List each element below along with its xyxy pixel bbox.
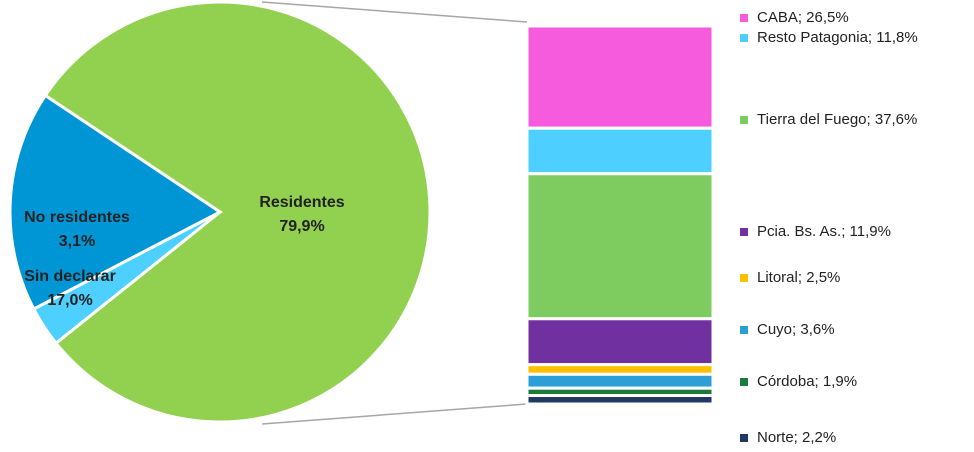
bar-segment	[525, 372, 715, 390]
legend-swatch	[740, 274, 748, 282]
slice-label: Sin declarar	[24, 268, 116, 285]
legend-swatch	[740, 326, 748, 334]
pie-slice	[8, 93, 223, 311]
slice-label: No residentes	[24, 209, 130, 226]
legend-label: Norte; 2,2%	[757, 429, 836, 446]
legend-swatch	[740, 434, 748, 442]
bar-segment	[525, 317, 715, 367]
legend-swatch	[740, 116, 748, 124]
legend-label: Litoral; 2,5%	[757, 269, 840, 286]
legend-swatch	[740, 14, 748, 22]
legend-label: Córdoba; 1,9%	[757, 373, 857, 390]
legend-label: CABA; 26,5%	[757, 9, 849, 26]
bar-segment	[525, 126, 715, 176]
legend-swatch	[740, 228, 748, 236]
slice-value: 17,0%	[47, 292, 92, 309]
bar-segment	[525, 172, 715, 321]
slice-value: 79,9%	[279, 218, 324, 235]
pie-slice	[43, 0, 432, 424]
legend-label: Cuyo; 3,6%	[757, 321, 835, 338]
legend-swatch	[740, 378, 748, 386]
slice-label: Residentes	[259, 194, 344, 211]
bar-segment	[525, 24, 715, 130]
legend-label: Resto Patagonia; 11,8%	[757, 29, 918, 46]
connector	[261, 403, 528, 425]
legend-label: Pcia. Bs. As.; 11,9%	[757, 223, 891, 240]
slice-value: 3,1%	[59, 233, 95, 250]
bar-segment	[525, 394, 715, 406]
legend-swatch	[740, 34, 748, 42]
legend-label: Tierra del Fuego; 37,6%	[757, 111, 917, 128]
connector	[261, 1, 528, 23]
